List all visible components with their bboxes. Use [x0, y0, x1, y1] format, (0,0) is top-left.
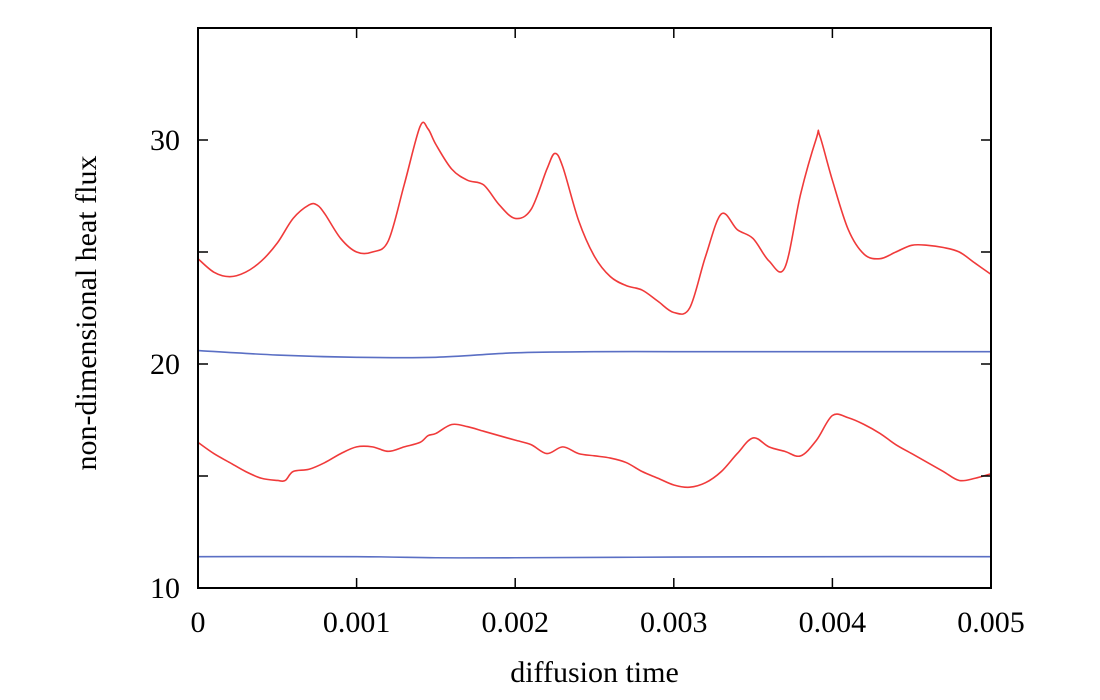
- y-tick-label: 30: [150, 124, 180, 157]
- y-tick-label: 10: [150, 572, 180, 605]
- plot-frame: [197, 27, 992, 589]
- x-tick-label: 0.005: [957, 606, 1025, 639]
- series-line-1: [197, 121, 992, 315]
- x-tick-label: 0.001: [323, 606, 391, 639]
- series-line-4: [197, 555, 992, 559]
- y-tick-label: 20: [150, 348, 180, 381]
- x-tick-label: 0.004: [799, 606, 867, 639]
- y-axis-label: non-dimensional heat flux: [70, 156, 103, 471]
- series-layer: [197, 121, 992, 559]
- x-tick-label: 0: [191, 606, 206, 639]
- series-line-3: [197, 413, 992, 489]
- ticks-layer: 0 0.001 0.002 0.003 0.004 0.005 10 20 30: [150, 27, 1025, 639]
- x-axis-label: diffusion time: [510, 656, 679, 689]
- x-tick-label: 0.003: [640, 606, 708, 639]
- series-line-2: [197, 349, 991, 359]
- x-tick-label: 0.002: [481, 606, 549, 639]
